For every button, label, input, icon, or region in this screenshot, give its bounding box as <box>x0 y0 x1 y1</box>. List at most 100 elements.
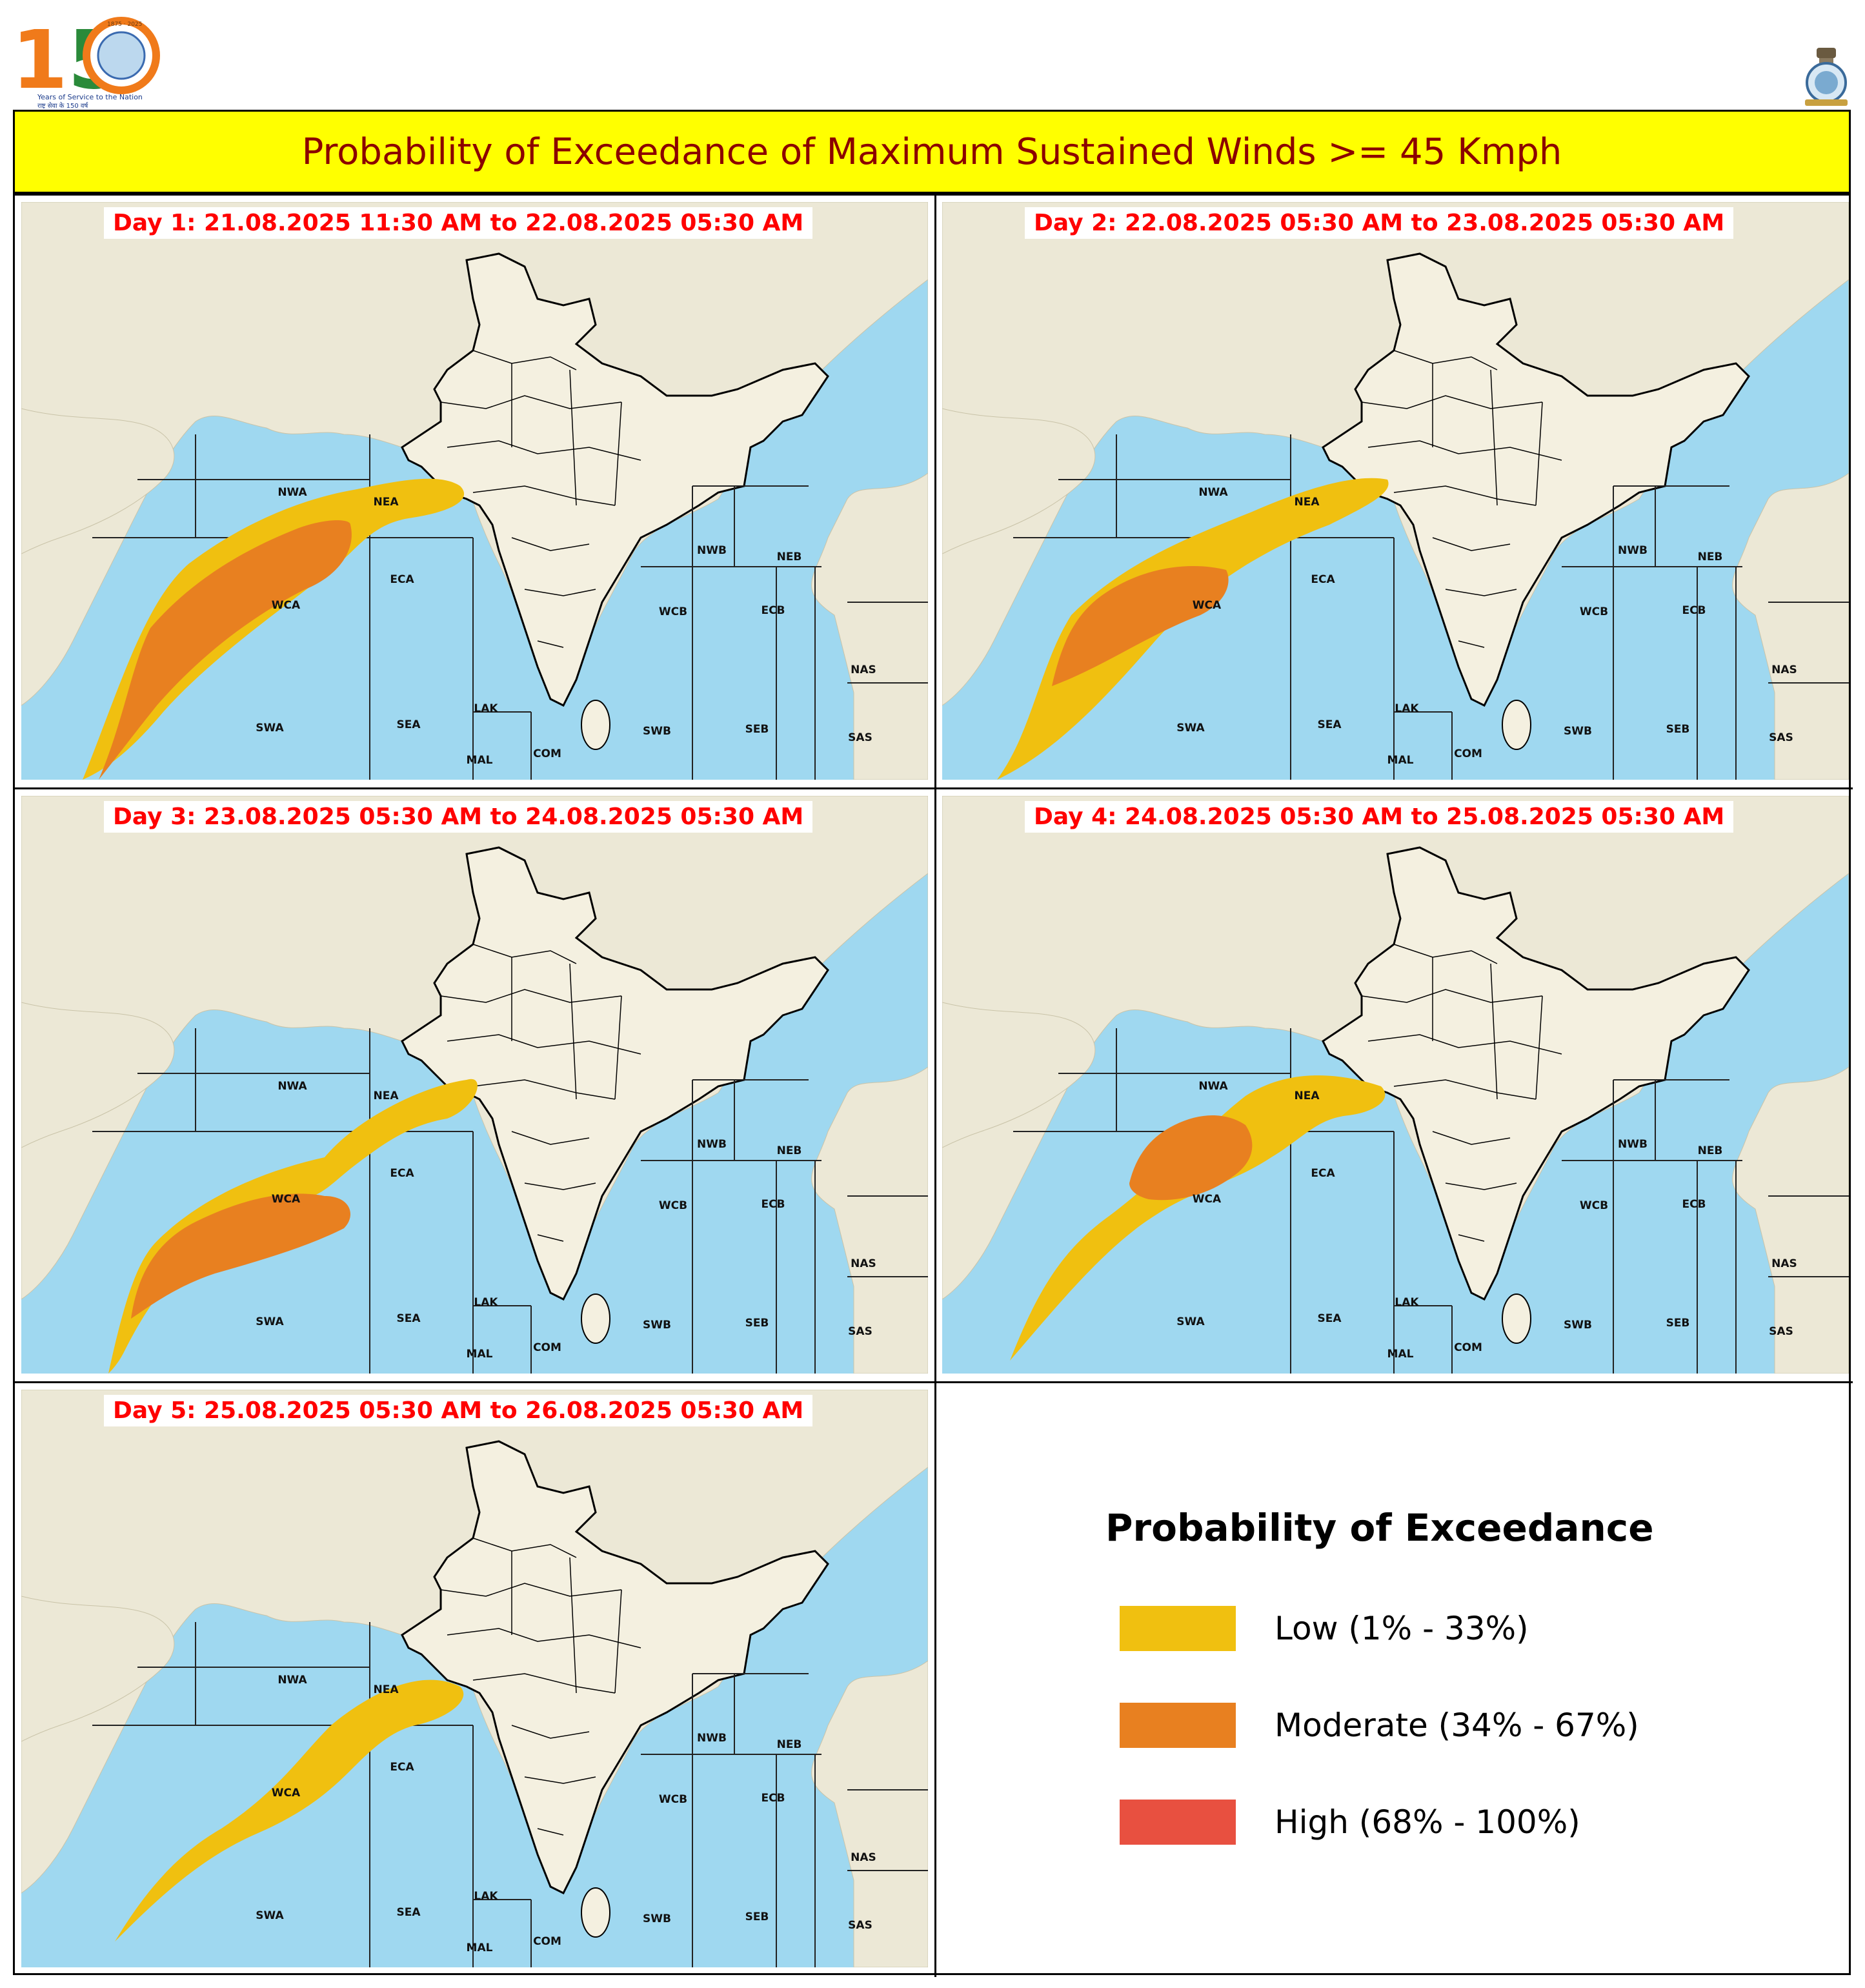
zone-label-wca: WCA <box>1193 599 1222 612</box>
india-outline <box>401 1440 829 1895</box>
zone-label-mal: MAL <box>1387 1348 1414 1361</box>
basemap: NWA NEA ECA WCA SWA SEA LAK MAL COM NWB NEB WCB ECB S… <box>21 1390 928 1967</box>
basemap: NWA NEA ECA WCA SWA SEA LAK MAL COM NWB NEB WCB ECB S… <box>942 202 1849 780</box>
sri-lanka <box>1502 700 1531 750</box>
zone-label-swa: SWA <box>1176 1315 1205 1328</box>
zone-label-wcb: WCB <box>1580 605 1608 618</box>
zone-label-seb: SEB <box>1666 723 1690 736</box>
zone-label-mal: MAL <box>467 1942 493 1954</box>
zone-label-sea: SEA <box>1317 1312 1342 1325</box>
legend-item-moderate: Moderate (34% - 67%) <box>1120 1703 1639 1748</box>
state-boundary-6 <box>537 640 564 648</box>
state-boundary-6 <box>537 1234 564 1242</box>
state-boundary-4 <box>511 537 590 551</box>
map-panel-day-5: NWA NEA ECA WCA SWA SEA LAK MAL COM NWB NEB WCB ECB S… <box>21 1390 928 1967</box>
state-boundary-9 <box>614 401 622 506</box>
zone-label-seb: SEB <box>1666 1317 1690 1330</box>
state-boundary-6 <box>1458 1234 1485 1242</box>
state-boundary-2 <box>1367 1034 1562 1055</box>
zone-label-ecb: ECB <box>761 1198 785 1211</box>
zone-label-lak: LAK <box>1395 1296 1419 1309</box>
probability-moderate-area <box>99 520 352 780</box>
zone-label-eca: ECA <box>390 1761 414 1774</box>
zone-label-mal: MAL <box>467 1348 493 1361</box>
zone-label-com: COM <box>1454 1341 1482 1354</box>
state-boundary-1 <box>440 989 622 1003</box>
zone-label-wcb: WCB <box>659 605 687 618</box>
state-boundary-5 <box>1445 1182 1517 1190</box>
state-boundary-9 <box>614 1589 622 1694</box>
map-panel-day-1: NWA NEA ECA WCA SWA SEA LAK MAL COM NWB NEB WCB ECB S… <box>21 202 928 780</box>
state-boundary-3 <box>472 1673 616 1694</box>
zone-label-nea: NEA <box>1295 496 1320 509</box>
map-panel-day-4: NWA NEA ECA WCA SWA SEA LAK MAL COM NWB NEB WCB ECB S… <box>942 796 1849 1374</box>
state-boundary-5 <box>524 1776 596 1784</box>
zone-label-nas: NAS <box>851 664 876 676</box>
national-emblem-icon <box>1805 48 1848 106</box>
zone-label-ecb: ECB <box>1682 1198 1706 1211</box>
zone-label-nwb: NWB <box>697 1138 727 1151</box>
zone-label-nea: NEA <box>374 1683 399 1696</box>
legend-label-moderate: Moderate (34% - 67%) <box>1275 1707 1639 1744</box>
zone-label-wca: WCA <box>272 1193 301 1206</box>
state-boundary-4 <box>511 1725 590 1739</box>
basemap: NWA NEA ECA WCA SWA SEA LAK MAL COM NWB NEB WCB ECB S… <box>942 796 1849 1374</box>
sri-lanka <box>581 1887 610 1938</box>
zone-label-nas: NAS <box>851 1257 876 1270</box>
sri-lanka <box>1502 1293 1531 1344</box>
zone-label-nwa: NWA <box>1198 486 1228 499</box>
logo-caption: Years of Service to the Nation <box>37 93 143 101</box>
zone-label-neb: NEB <box>777 1738 802 1751</box>
legend-title: Probability of Exceedance <box>1105 1506 1654 1550</box>
zone-label-sas: SAS <box>848 731 872 744</box>
grid-divider-horizontal-1 <box>15 787 1853 789</box>
state-boundary-8 <box>569 963 577 1100</box>
state-boundary-5 <box>524 1182 596 1190</box>
state-boundary-2 <box>447 440 641 461</box>
zone-label-nwb: NWB <box>1618 544 1648 557</box>
zone-label-com: COM <box>533 1935 561 1948</box>
state-boundary-5 <box>1445 589 1517 596</box>
state-boundary-3 <box>1393 485 1537 506</box>
state-boundary-0 <box>1393 944 1498 964</box>
state-boundary-2 <box>447 1034 641 1055</box>
state-boundary-1 <box>1361 989 1543 1003</box>
zone-label-seb: SEB <box>745 1911 769 1923</box>
zone-label-eca: ECA <box>1311 573 1335 586</box>
india-outline <box>401 846 829 1301</box>
day-label: Day 1: 21.08.2025 11:30 AM to 22.08.2025… <box>104 207 813 239</box>
grid-divider-horizontal-2 <box>15 1381 1853 1383</box>
zone-label-eca: ECA <box>390 1167 414 1180</box>
zone-label-ecb: ECB <box>1682 604 1706 617</box>
map-panel-day-2: NWA NEA ECA WCA SWA SEA LAK MAL COM NWB NEB WCB ECB S… <box>942 202 1849 780</box>
legend-swatch-low <box>1120 1606 1236 1651</box>
state-boundary-8 <box>1490 963 1498 1100</box>
probability-moderate-area <box>1052 566 1229 686</box>
zone-label-sas: SAS <box>848 1919 872 1932</box>
india-outline <box>1322 846 1750 1301</box>
zone-label-sea: SEA <box>396 718 421 731</box>
state-boundary-8 <box>569 1557 577 1694</box>
zone-label-ecb: ECB <box>761 1792 785 1805</box>
zone-label-sas: SAS <box>1769 1325 1793 1338</box>
land-east <box>942 796 1849 1374</box>
zone-label-nas: NAS <box>1771 664 1797 676</box>
panel-grid: NWA NEA ECA WCA SWA SEA LAK MAL COM NWB NEB WCB ECB S… <box>13 194 1853 1977</box>
state-boundary-2 <box>1367 440 1562 461</box>
india-outline <box>401 252 829 707</box>
land-east <box>942 202 1849 780</box>
probability-moderate-area <box>1129 1115 1253 1201</box>
zone-label-nea: NEA <box>374 496 399 509</box>
zone-label-neb: NEB <box>777 1144 802 1157</box>
land-east <box>21 796 928 1374</box>
zone-label-mal: MAL <box>467 754 493 767</box>
state-boundary-4 <box>511 1131 590 1145</box>
imd-150-years-logo: 15 1875 · 2025 Years of Service to the N… <box>12 14 160 108</box>
state-boundary-6 <box>537 1828 564 1836</box>
zone-label-wcb: WCB <box>659 1199 687 1212</box>
zone-label-wca: WCA <box>272 599 301 612</box>
zone-label-sea: SEA <box>396 1906 421 1919</box>
zone-label-nas: NAS <box>1771 1257 1797 1270</box>
day-label: Day 2: 22.08.2025 05:30 AM to 23.08.2025… <box>1025 207 1734 239</box>
state-boundary-0 <box>1393 350 1498 370</box>
